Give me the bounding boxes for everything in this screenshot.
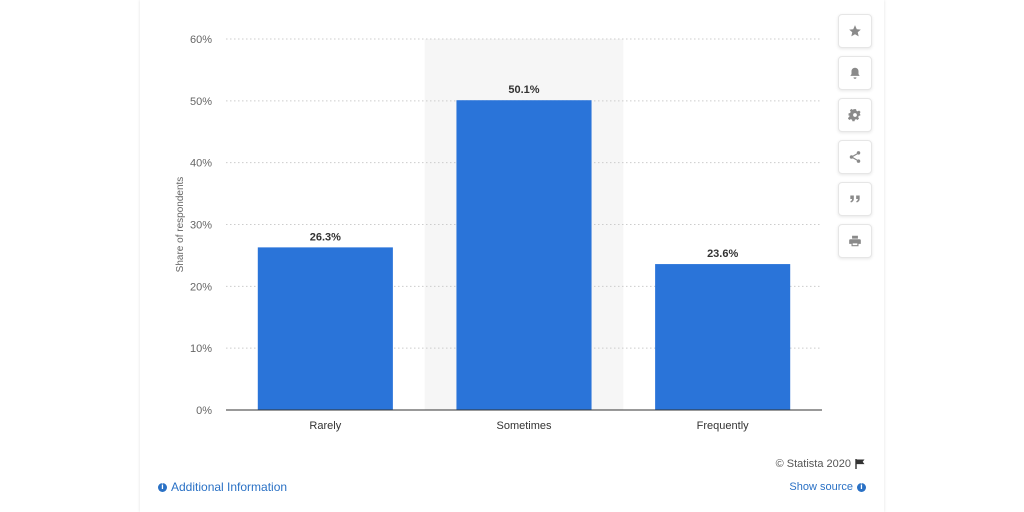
y-tick-label: 0% [196, 405, 212, 417]
info-icon: i [857, 482, 866, 492]
info-icon: i [158, 482, 167, 492]
cite-button[interactable] [838, 182, 872, 216]
show-source-link[interactable]: Show source i [789, 481, 866, 493]
notification-button[interactable] [838, 56, 872, 90]
star-icon [849, 25, 861, 37]
statista-credit: © Statista 2020 [776, 458, 866, 470]
x-tick-label: Sometimes [496, 420, 552, 432]
x-tick-label: Frequently [697, 420, 749, 432]
y-tick-label: 40% [190, 158, 212, 170]
additional-information-link[interactable]: i Additional Information [158, 480, 287, 494]
favorite-button[interactable] [838, 14, 872, 48]
y-tick-label: 30% [190, 220, 212, 232]
bar[interactable] [655, 264, 791, 410]
flag-icon[interactable] [855, 459, 866, 469]
data-label: 50.1% [508, 84, 539, 96]
print-icon [849, 235, 861, 247]
bar[interactable] [456, 100, 592, 410]
y-tick-label: 60% [190, 34, 212, 46]
y-axis-title: Share of respondents [175, 177, 186, 273]
gear-icon [848, 108, 861, 122]
x-tick-label: Rarely [309, 420, 341, 432]
show-source-label: Show source [789, 481, 853, 493]
credit-text: © Statista 2020 [775, 458, 851, 470]
data-label: 26.3% [310, 231, 341, 243]
share-button[interactable] [838, 140, 872, 174]
print-button[interactable] [838, 224, 872, 258]
settings-button[interactable] [838, 98, 872, 132]
data-label: 23.6% [707, 248, 738, 260]
y-tick-label: 10% [190, 343, 212, 355]
bar[interactable] [257, 247, 393, 410]
share-icon [849, 151, 861, 163]
y-tick-label: 20% [190, 281, 212, 293]
quote-icon [850, 195, 860, 203]
chart-toolbar [838, 14, 872, 266]
additional-information-label: Additional Information [171, 480, 288, 494]
y-tick-label: 50% [190, 96, 212, 108]
bell-icon [850, 67, 860, 79]
